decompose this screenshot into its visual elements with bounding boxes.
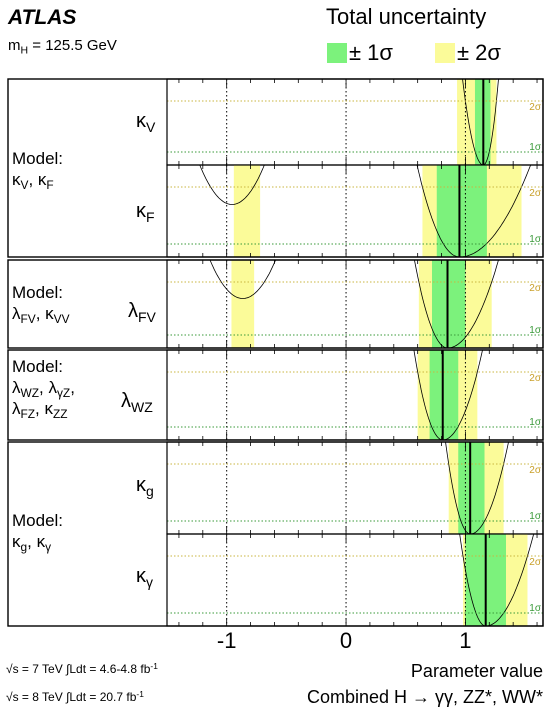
likelihood-curve-4	[445, 442, 509, 534]
panel-content-0	[167, 79, 543, 165]
likelihood-curve-1	[416, 165, 532, 257]
panel-5: 1σ 2σ	[166, 533, 544, 627]
swatch-two-sigma	[435, 43, 455, 63]
band-1sigma-1	[436, 165, 487, 257]
one-sigma-label-0: 1σ	[529, 142, 542, 153]
x-tick-label: -1	[217, 628, 237, 653]
mass-subscript: H	[20, 44, 29, 57]
one-sigma-label-3: 1σ	[529, 417, 542, 428]
panel-content-5	[167, 534, 543, 626]
likelihood-curve-5	[459, 534, 535, 626]
energy-7tev-label: √s = 7 TeV ∫Ldt = 4.6-4.8 fb-1	[6, 662, 158, 676]
model-label-line: λWZ, λγZ,	[12, 378, 75, 401]
legend-one-sigma: ± 1σ	[349, 40, 393, 65]
higgs-mass-label: mH = 125.5 GeV	[8, 37, 117, 57]
two-sigma-label-1: 2σ	[529, 188, 542, 199]
one-sigma-label-5: 1σ	[529, 603, 542, 614]
panel-label-5: κγ	[136, 565, 153, 590]
panel-label-3: λWZ	[121, 390, 153, 415]
secondary-curve-2	[209, 260, 277, 299]
model-label-line: λFZ, κZZ	[12, 399, 68, 422]
plot-panels: 1σ 2σ 1σ 2σ 1σ 2σ 1σ 2σ 1σ 2σ 1σ 2σ	[166, 78, 544, 627]
model-frame-0	[7, 78, 544, 258]
band-1sigma-3	[429, 350, 459, 440]
band-1sigma-2	[431, 260, 466, 348]
mass-value: = 125.5 GeV	[28, 37, 117, 54]
two-sigma-label-4: 2σ	[529, 465, 542, 476]
legend-two-sigma: ± 2σ	[457, 40, 501, 65]
panel-label-2: λFV	[128, 300, 156, 325]
model-label-2: Model: λWZ, λγZ, λFZ, κZZ	[12, 356, 75, 422]
model-label-line: κg, κγ	[12, 532, 52, 555]
x-tick-label: 0	[340, 628, 352, 653]
energy-8tev-label: √s = 8 TeV ∫Ldt = 20.7 fb-1	[6, 690, 144, 704]
model-label-3: Model: κg, κγ	[12, 510, 64, 555]
likelihood-curve-3	[413, 350, 483, 440]
experiment-title: ATLAS	[8, 6, 77, 29]
model-label-line: Model:	[12, 149, 64, 168]
panel-content-4	[167, 442, 543, 534]
model-frame-3	[7, 441, 544, 627]
band-extra-2sigma-0-0	[457, 79, 466, 165]
x-tick-label: 1	[459, 628, 471, 653]
model-label-line: κV, κF	[12, 170, 54, 193]
panel-content-2	[167, 260, 543, 348]
panel-label-0: κV	[136, 110, 156, 135]
energy-7tev-text: √s = 7 TeV ∫Ldt = 4.6-4.8 fb	[6, 662, 151, 676]
panel-label-4: κg	[136, 474, 154, 499]
band-extra-2sigma-1-0	[233, 165, 261, 257]
energy-7tev-exp: -1	[150, 660, 158, 671]
swatch-one-sigma	[327, 43, 347, 63]
likelihood-curve-2	[414, 260, 499, 348]
band-1sigma-4	[458, 442, 485, 534]
model-frame-1	[7, 259, 544, 349]
combined-channels-label: Combined H → γγ, ZZ*, WW*	[306, 687, 543, 707]
x-axis-title: Parameter value	[410, 661, 543, 681]
two-sigma-label-0: 2σ	[529, 102, 542, 113]
model-label-line: Model:	[12, 511, 64, 530]
panel-0: 1σ 2σ	[166, 78, 544, 166]
model-frame-2	[7, 349, 544, 441]
model-label-0: Model: κV, κF	[12, 148, 64, 193]
one-sigma-label-1: 1σ	[529, 234, 542, 245]
model-frames	[7, 78, 544, 627]
two-sigma-label-2: 2σ	[529, 283, 542, 294]
legend-title: Total uncertainty	[326, 4, 487, 29]
legend-swatches	[327, 43, 455, 63]
likelihood-curve-0	[462, 79, 499, 165]
two-sigma-label-5: 2σ	[529, 557, 542, 568]
model-label-line: Model:	[12, 283, 64, 302]
energy-8tev-text: √s = 8 TeV ∫Ldt = 20.7 fb	[6, 690, 137, 704]
panel-label-1: κF	[136, 200, 155, 225]
two-sigma-label-3: 2σ	[529, 373, 542, 384]
model-label-1: Model: λFV, κVV	[12, 282, 70, 327]
model-label-line: λFV, κVV	[12, 304, 70, 327]
mass-symbol: m	[8, 37, 21, 54]
panel-content-1	[167, 165, 543, 257]
one-sigma-label-4: 1σ	[529, 511, 542, 522]
energy-8tev-exp: -1	[136, 688, 144, 699]
panel-1: 1σ 2σ	[166, 164, 544, 258]
secondary-curve-1	[199, 165, 265, 205]
panel-content-3	[167, 350, 543, 440]
model-label-line: Model:	[12, 357, 64, 376]
one-sigma-label-2: 1σ	[529, 325, 542, 336]
